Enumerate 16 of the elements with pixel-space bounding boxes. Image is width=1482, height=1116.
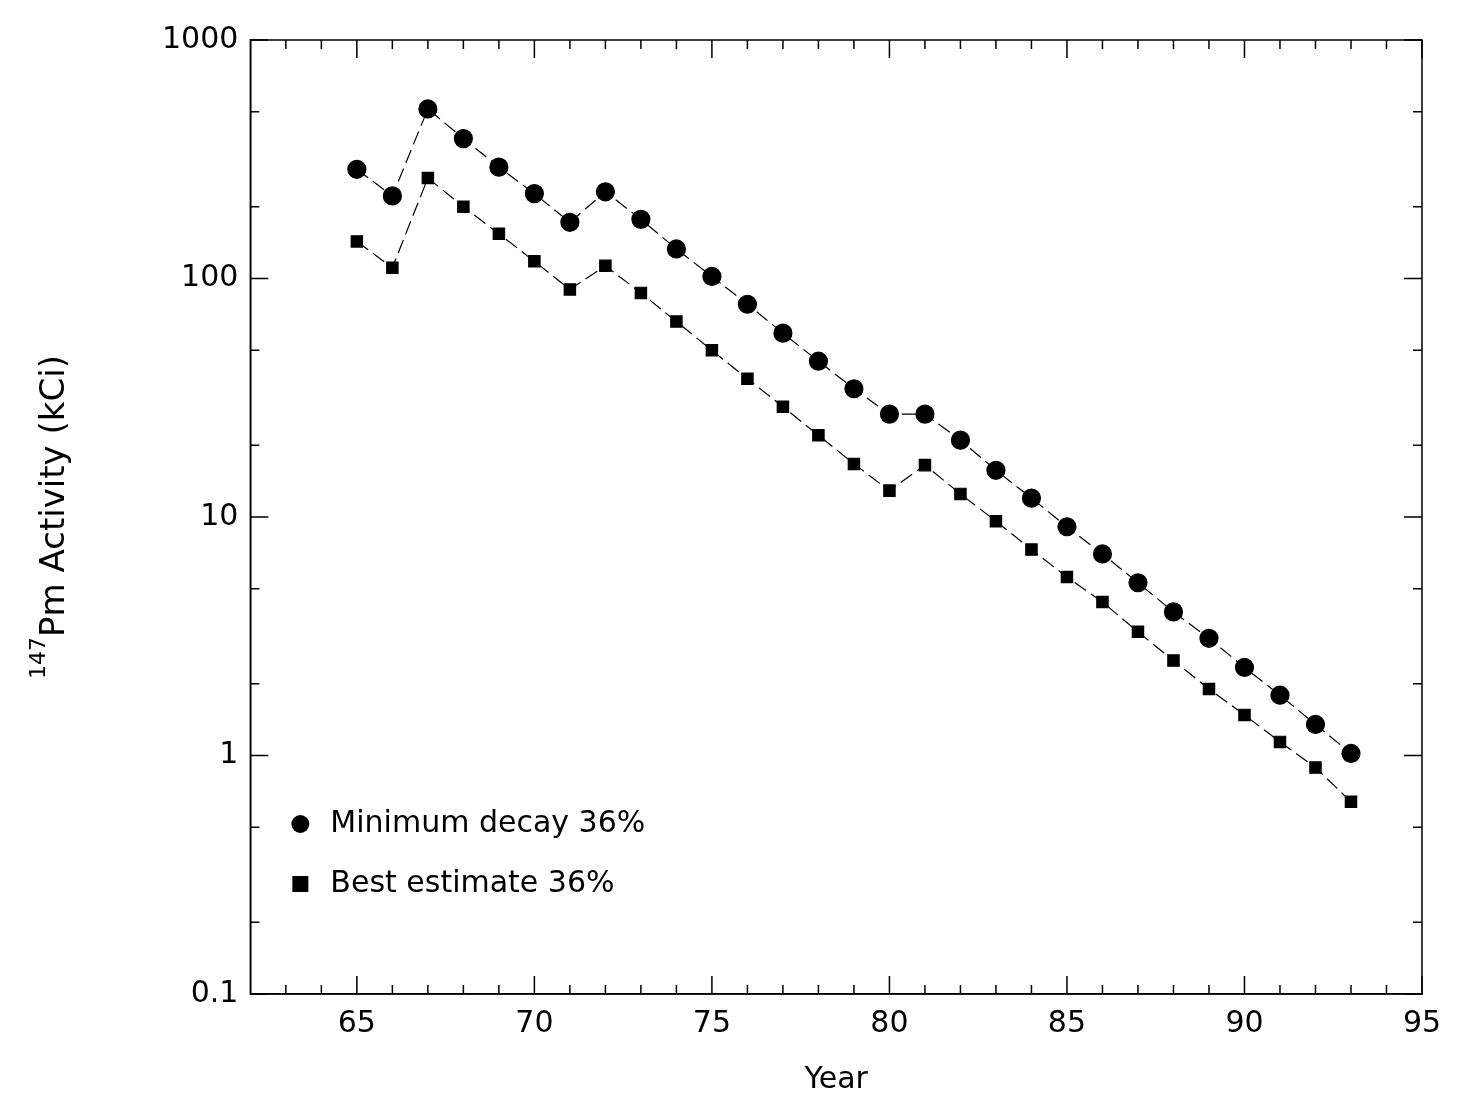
x-tick-label: 95: [1402, 1003, 1442, 1039]
x-tick-label: 90: [1225, 1003, 1264, 1039]
y-tick-label: 0.1: [190, 973, 239, 1009]
y-tick-label: 10: [200, 496, 239, 532]
y-tick-label: 100: [181, 258, 239, 294]
x-tick-label: 85: [1047, 1003, 1087, 1039]
x-axis-title: Year: [803, 1059, 869, 1095]
y-axis-title: 147Pm Activity (kCi): [24, 355, 72, 679]
legend-label: Best estimate 36%: [330, 863, 615, 899]
legend-label: Minimum decay 36%: [330, 803, 646, 839]
y-tick-label: 1000: [161, 19, 239, 55]
y-tick-label: 1: [219, 735, 239, 771]
x-tick-label: 80: [870, 1003, 909, 1039]
x-tick-label: 75: [692, 1003, 731, 1039]
x-tick-label: 65: [337, 1003, 376, 1039]
x-tick-label: 70: [515, 1003, 554, 1039]
